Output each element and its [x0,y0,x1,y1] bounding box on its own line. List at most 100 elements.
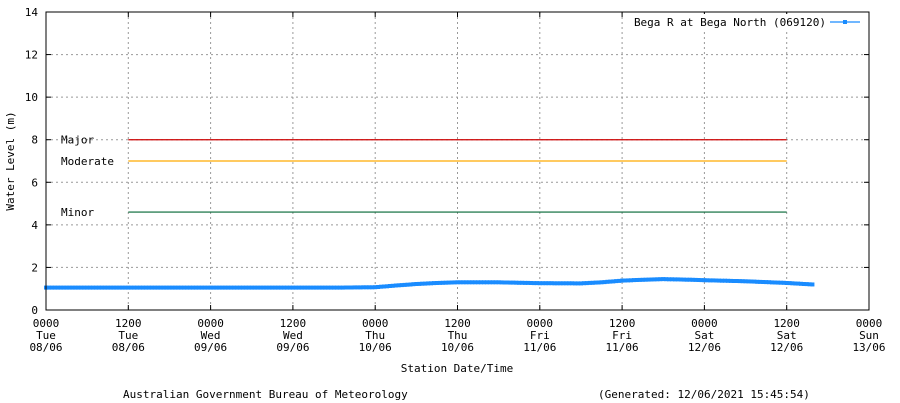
data-point [279,285,284,290]
data-point [626,278,630,283]
data-point [602,280,607,285]
data-point [505,280,510,285]
data-point [82,285,87,290]
data-point [770,280,774,285]
data-point [114,285,119,290]
data-point [370,285,375,290]
data-point [693,277,698,282]
data-point [570,281,575,286]
data-point [346,285,351,290]
data-point [573,281,578,286]
threshold-label: Major [61,134,94,147]
data-point [784,281,789,285]
data-point [335,285,339,290]
data-point [717,278,722,283]
data-point [343,285,348,290]
data-point [305,285,310,290]
data-point [170,285,175,290]
data-point [520,280,525,285]
data-point [555,281,560,286]
data-point [523,280,528,285]
data-point [367,285,372,290]
data-point [631,278,636,283]
data-point [152,285,157,290]
x-tick-label: Wed [283,329,303,342]
data-point [549,281,554,286]
x-tick-label: 1200 [280,317,307,330]
data-point [46,285,51,290]
data-point [652,277,657,282]
threshold-label: Moderate [61,155,114,168]
data-point [326,285,331,290]
data-point [537,281,542,286]
x-tick-label: 11/06 [523,341,556,354]
data-point [64,285,69,290]
x-tick-label: 09/06 [276,341,309,354]
legend-marker [843,20,847,24]
data-point [79,285,84,290]
data-point [675,277,680,282]
data-point [205,285,210,290]
y-tick-label: 4 [31,219,38,232]
y-tick-label: 14 [25,6,39,19]
x-tick-label: Tue [36,329,56,342]
x-tick-label: 12/06 [770,341,803,354]
data-point [67,285,72,290]
data-point [358,285,363,290]
y-tick-label: 0 [31,304,38,317]
data-point [302,285,307,290]
data-point [423,281,428,286]
data-point [94,285,98,290]
data-point [211,285,216,290]
data-point [85,285,90,290]
data-point [214,285,219,290]
data-point [96,285,101,290]
data-point [584,281,589,286]
data-point [690,277,695,282]
data-point [52,285,57,290]
data-point [108,285,113,290]
data-point [705,278,710,283]
data-point [449,280,454,285]
data-point [399,283,404,288]
data-point [161,285,166,290]
x-tick-label: 0000 [691,317,718,330]
data-point [387,284,392,288]
data-point [129,285,134,290]
data-point [529,281,533,285]
data-point [743,279,748,284]
data-point [308,285,313,290]
data-point [723,278,727,283]
data-point [728,278,733,283]
data-point [596,280,601,285]
data-point [746,279,751,284]
legend-box [646,14,863,31]
data-point [526,280,530,285]
data-point [117,285,122,290]
data-point [581,281,586,286]
data-point [120,285,125,290]
data-point [608,279,613,284]
x-tick-label: Thu [365,329,385,342]
data-point [599,280,604,285]
data-point [720,278,724,283]
data-point [467,280,472,285]
x-tick-label: 09/06 [194,341,227,354]
x-tick-label: Thu [448,329,468,342]
data-point [238,285,242,290]
data-point [285,285,289,290]
data-point [810,282,815,287]
data-point [393,283,398,288]
data-point [208,285,213,290]
data-point [379,284,384,289]
data-point [220,285,225,290]
x-tick-label: 0000 [856,317,883,330]
data-point [276,285,281,290]
data-point [223,285,228,290]
data-point [605,279,610,284]
data-point [385,284,389,289]
data-point [455,280,460,285]
data-point [725,278,730,283]
data-point [799,281,803,286]
